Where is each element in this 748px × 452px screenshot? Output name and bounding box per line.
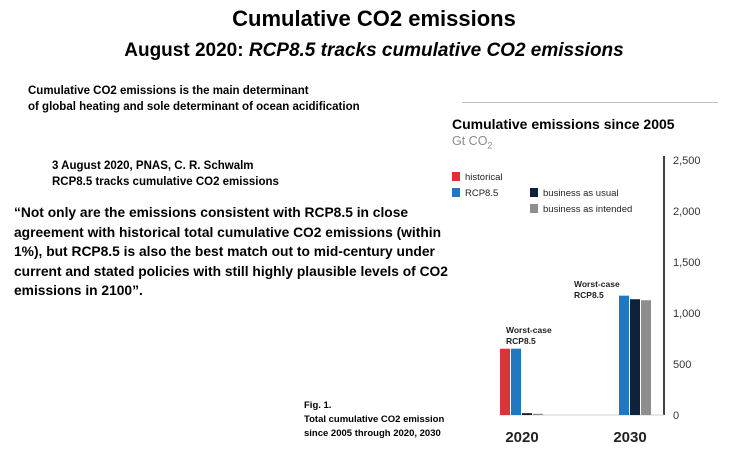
subtitle-lead: August 2020: (124, 40, 249, 61)
page-title: Cumulative CO2 emissions (232, 6, 516, 31)
annotation-line-1: Worst-case (506, 325, 552, 335)
y-tick-label: 1,500 (673, 257, 701, 269)
bar-rcp8.5-2030 (619, 295, 629, 415)
annotation-line-2: RCP8.5 (506, 336, 536, 346)
chart-unit: Gt CO2 (452, 134, 492, 151)
figure-label: Fig. 1. (304, 400, 332, 411)
figure-caption: Fig. 1. Total cumulative CO2 emission si… (304, 399, 444, 441)
quote-text: “Not only are the emissions consistent w… (14, 205, 448, 298)
intro-text: Cumulative CO2 emissions is the main det… (28, 83, 360, 115)
y-tick-label: 1,000 (673, 308, 701, 320)
subtitle-italic: RCP8.5 tracks cumulative CO2 emissions (248, 40, 624, 61)
citation: 3 August 2020, PNAS, C. R. Schwalm RCP8.… (52, 158, 279, 190)
citation-line-1: 3 August 2020, PNAS, C. R. Schwalm (52, 160, 254, 172)
chart-unit-subscript: 2 (487, 140, 493, 151)
bar-business-as-usual-2030 (630, 299, 640, 415)
intro-line-2: of global heating and sole determinant o… (28, 101, 360, 113)
y-tick-label: 2,500 (673, 155, 701, 167)
annotation-line-1: Worst-case (574, 279, 620, 289)
bar-business-as-intended-2020 (533, 413, 543, 415)
x-category-label: 2030 (613, 429, 646, 446)
chart-top-rule (462, 102, 718, 103)
intro-line-1: Cumulative CO2 emissions is the main det… (28, 85, 309, 97)
legend-swatch-business-as-intended (530, 204, 538, 213)
legend-swatch-rcp8.5 (452, 188, 460, 197)
legend-label-historical: historical (465, 172, 503, 183)
legend-label-business-as-intended: business as intended (543, 204, 632, 215)
x-category-label: 2020 (505, 429, 538, 446)
figure-caption-line-1: Total cumulative CO2 emission (304, 414, 445, 425)
legend-label-business-as-usual: business as usual (543, 188, 619, 199)
citation-line-2: RCP8.5 tracks cumulative CO2 emissions (52, 176, 279, 188)
y-tick-label: 2,000 (673, 206, 701, 218)
chart-title: Cumulative emissions since 2005 (452, 116, 675, 132)
bar-business-as-intended-2030 (641, 300, 651, 415)
bar-historical-2020 (500, 348, 510, 415)
legend-swatch-historical (452, 172, 460, 181)
y-tick-label: 500 (673, 359, 691, 371)
cumulative-emissions-chart: 0 500 1,000 1,500 2,000 2,500 2020 2030 Worst-ca… (452, 155, 701, 446)
annotation-line-2: RCP8.5 (574, 290, 604, 300)
legend-label-rcp8.5: RCP8.5 (465, 188, 498, 199)
legend-swatch-business-as-usual (530, 188, 538, 197)
chart-unit-text: Gt CO (452, 134, 488, 148)
figure-caption-line-2: since 2005 through 2020, 2030 (304, 428, 441, 439)
page-subtitle: August 2020: RCP8.5 tracks cumulative CO… (0, 40, 748, 62)
bar-business-as-usual-2020 (522, 413, 532, 415)
y-tick-label: 0 (673, 410, 679, 422)
bar-rcp8.5-2020 (511, 348, 521, 415)
